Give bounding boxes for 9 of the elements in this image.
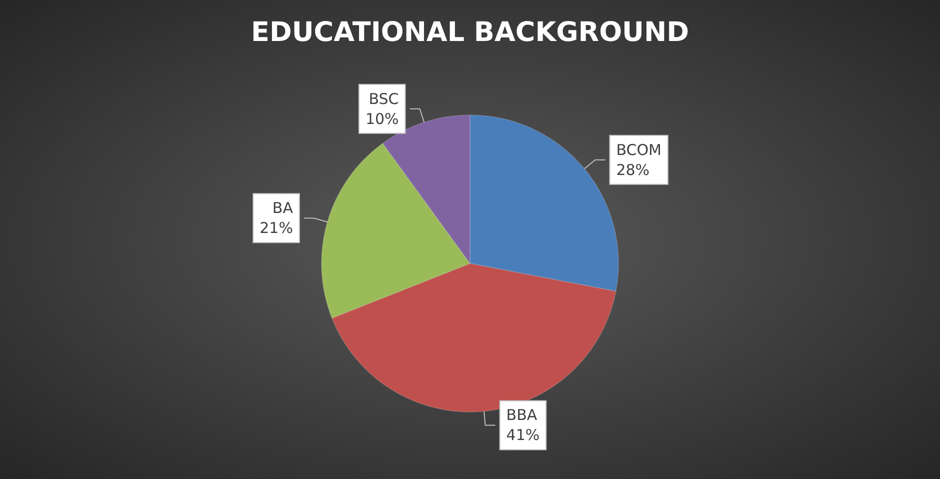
chart-title: EDUCATIONAL BACKGROUND [251, 17, 689, 48]
data-label: 41% [506, 426, 540, 444]
slice-label: BSC [368, 90, 399, 108]
slice-label: BBA [506, 406, 538, 424]
data-label: 21% [260, 219, 293, 238]
data-label: 28% [616, 160, 650, 179]
slice-label: BA [272, 199, 294, 218]
slice-label: BCOM [616, 140, 662, 159]
data-label: 10% [365, 110, 399, 128]
